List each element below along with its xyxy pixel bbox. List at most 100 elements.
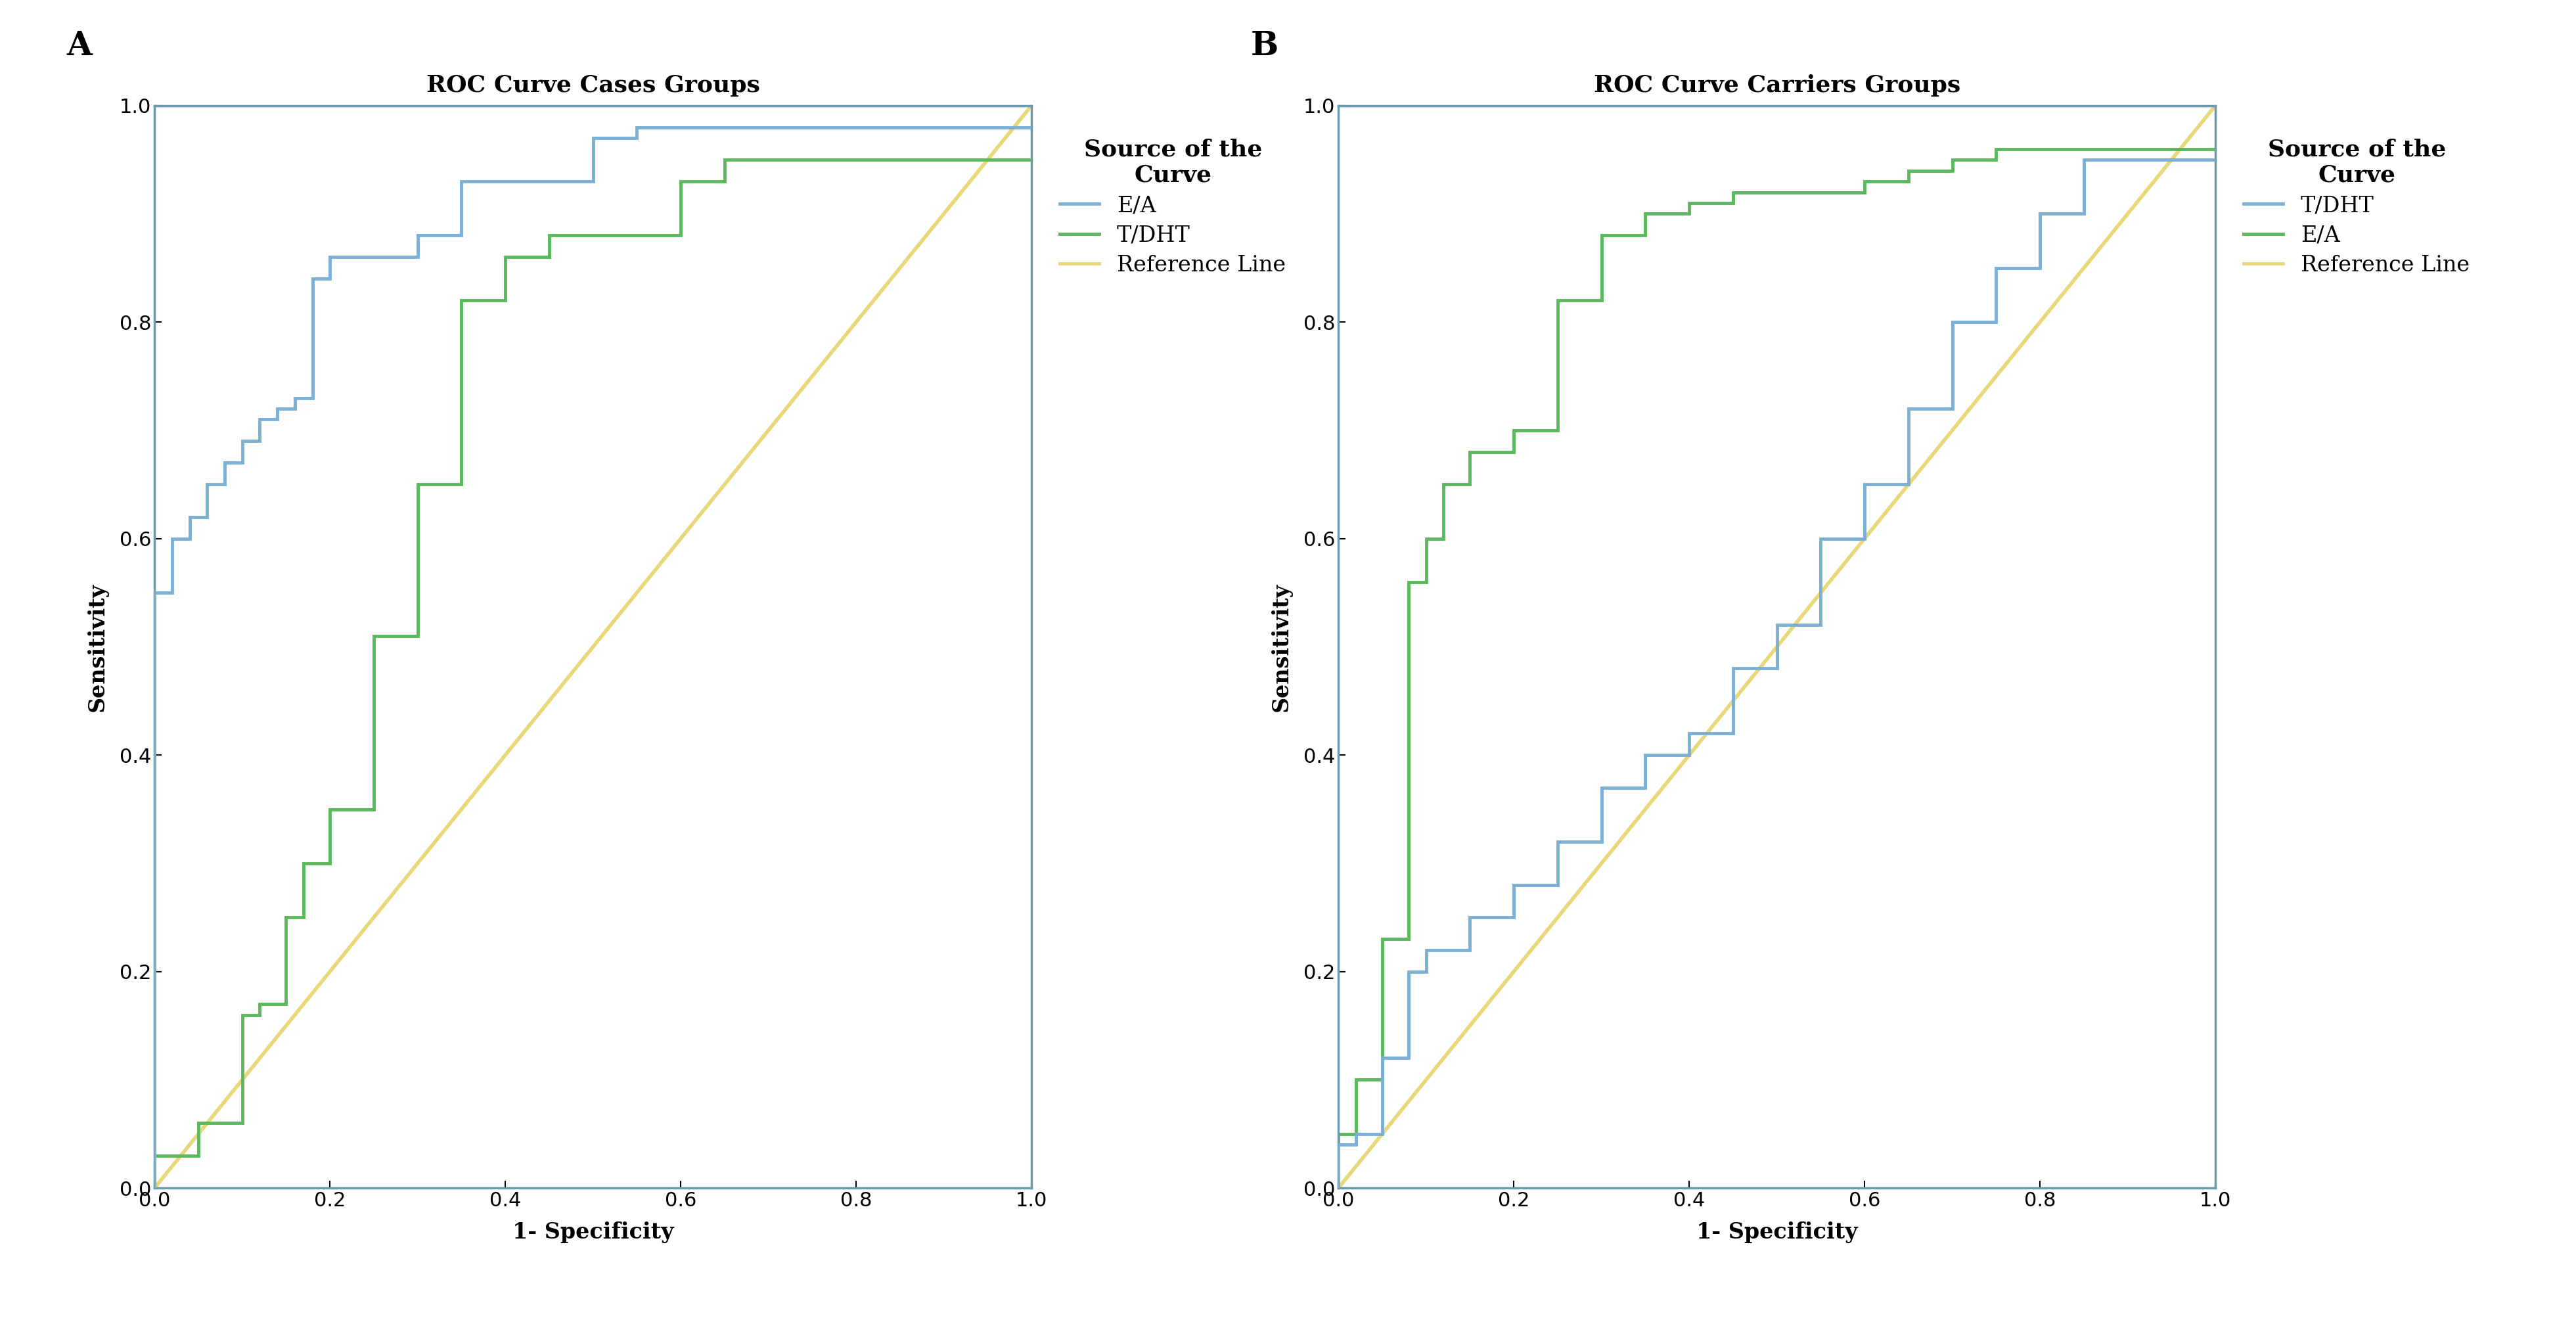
E/A xyxy=(157,585,188,601)
E/A xyxy=(1368,1072,1399,1088)
E/A xyxy=(296,271,327,286)
E/A xyxy=(139,595,170,611)
T/DHT xyxy=(358,628,389,644)
E/A xyxy=(1718,185,1749,201)
E/A xyxy=(1455,444,1486,459)
T/DHT xyxy=(1850,477,1880,492)
E/A xyxy=(263,401,294,417)
T/DHT xyxy=(139,1147,170,1163)
E/A xyxy=(1981,141,2012,157)
E/A xyxy=(1543,422,1574,438)
E/A xyxy=(157,531,188,546)
T/DHT xyxy=(1324,1137,1355,1152)
T/DHT xyxy=(270,997,301,1012)
T/DHT xyxy=(1543,834,1574,850)
T/DHT xyxy=(2200,152,2231,168)
T/DHT xyxy=(665,173,696,189)
E/A xyxy=(1718,195,1749,211)
T/DHT xyxy=(752,152,783,168)
T/DHT xyxy=(1981,260,2012,276)
E/A xyxy=(1427,477,1458,492)
T/DHT xyxy=(665,227,696,243)
E/A xyxy=(1412,531,1443,546)
E/A xyxy=(1543,293,1574,309)
Line: T/DHT: T/DHT xyxy=(1340,160,2215,1188)
T/DHT xyxy=(1674,747,1705,763)
E/A xyxy=(314,249,345,265)
E/A xyxy=(1015,119,1046,135)
E/A xyxy=(2112,141,2143,157)
T/DHT xyxy=(489,249,520,265)
E/A xyxy=(1394,574,1425,590)
T/DHT xyxy=(446,293,477,309)
E/A xyxy=(1631,227,1662,243)
T/DHT xyxy=(533,227,564,243)
Text: A: A xyxy=(67,30,93,62)
T/DHT xyxy=(1394,1051,1425,1067)
T/DHT xyxy=(1850,531,1880,546)
E/A xyxy=(1499,422,1530,438)
T/DHT xyxy=(489,293,520,309)
T/DHT xyxy=(2025,260,2056,276)
T/DHT xyxy=(708,173,739,189)
E/A xyxy=(621,131,652,147)
E/A xyxy=(1893,162,1924,178)
Line: T/DHT: T/DHT xyxy=(155,160,1030,1188)
T/DHT xyxy=(358,801,389,817)
E/A xyxy=(1674,206,1705,222)
T/DHT xyxy=(1455,909,1486,925)
T/DHT xyxy=(2112,152,2143,168)
T/DHT xyxy=(1981,314,2012,330)
E/A xyxy=(1937,152,1968,168)
X-axis label: 1- Specificity: 1- Specificity xyxy=(1695,1221,1857,1243)
E/A xyxy=(1394,931,1425,946)
E/A xyxy=(1324,1126,1355,1142)
Text: B: B xyxy=(1252,30,1278,62)
E/A xyxy=(209,477,240,492)
T/DHT xyxy=(2156,152,2187,168)
E/A xyxy=(1455,477,1486,492)
T/DHT xyxy=(227,1007,258,1023)
T/DHT xyxy=(1674,726,1705,742)
T/DHT xyxy=(752,152,783,168)
T/DHT xyxy=(446,477,477,492)
T/DHT xyxy=(1340,1137,1370,1152)
E/A xyxy=(1324,1180,1355,1196)
T/DHT xyxy=(139,1180,170,1196)
E/A xyxy=(278,389,309,405)
T/DHT xyxy=(1718,726,1749,742)
E/A xyxy=(1762,185,1793,201)
T/DHT xyxy=(402,628,433,644)
Line: E/A: E/A xyxy=(1340,149,2215,1188)
E/A xyxy=(446,227,477,243)
Legend: E/A, T/DHT, Reference Line: E/A, T/DHT, Reference Line xyxy=(1059,139,1285,276)
E/A xyxy=(245,433,276,449)
T/DHT xyxy=(1893,477,1924,492)
T/DHT xyxy=(577,227,608,243)
E/A xyxy=(1806,185,1837,201)
T/DHT xyxy=(1499,876,1530,892)
Legend: T/DHT, E/A, Reference Line: T/DHT, E/A, Reference Line xyxy=(2244,139,2470,276)
Y-axis label: Sensitivity: Sensitivity xyxy=(88,582,108,711)
E/A xyxy=(278,401,309,417)
Title: ROC Curve Cases Groups: ROC Curve Cases Groups xyxy=(425,74,760,96)
T/DHT xyxy=(314,855,345,871)
T/DHT xyxy=(2069,206,2099,222)
E/A xyxy=(139,585,170,601)
E/A xyxy=(1427,531,1458,546)
T/DHT xyxy=(183,1147,214,1163)
T/DHT xyxy=(1368,1126,1399,1142)
E/A xyxy=(1674,195,1705,211)
T/DHT xyxy=(289,855,319,871)
T/DHT xyxy=(1806,618,1837,634)
T/DHT xyxy=(577,227,608,243)
T/DHT xyxy=(1893,401,1924,417)
T/DHT xyxy=(270,909,301,925)
E/A xyxy=(402,249,433,265)
T/DHT xyxy=(1587,834,1618,850)
E/A xyxy=(1340,1126,1370,1142)
T/DHT xyxy=(183,1115,214,1131)
E/A xyxy=(1806,185,1837,201)
T/DHT xyxy=(1543,876,1574,892)
E/A xyxy=(577,173,608,189)
